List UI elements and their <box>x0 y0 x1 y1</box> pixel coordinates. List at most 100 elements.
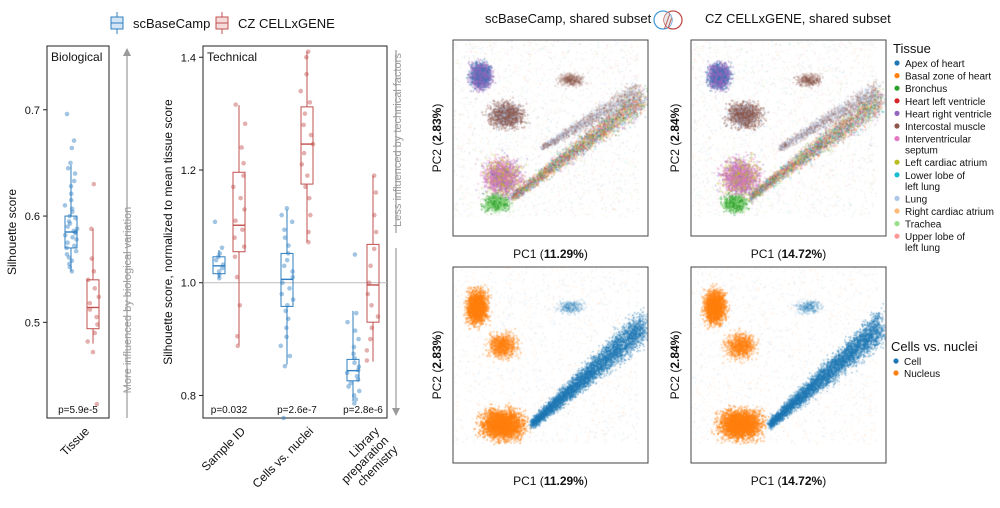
tissue-legend-marker <box>894 172 900 178</box>
venn-icon <box>653 10 683 30</box>
tissue-legend-label: Trachea <box>905 220 942 231</box>
cells-legend-marker <box>893 370 899 376</box>
pca-cellxgene-tissue-canvas <box>691 40 886 236</box>
technical-x-tick-label: Librarypreparationchemistry <box>329 424 400 495</box>
biological-scbasecamp-point <box>66 255 72 260</box>
technical-cellxgene-2-point <box>369 302 374 308</box>
technical-cellxgene-0-point <box>232 254 238 260</box>
tissue-legend-marker <box>894 208 900 214</box>
technical-scbasecamp-1-point <box>290 269 295 274</box>
technical-direction-label: Less influenced by technical factors <box>392 53 404 227</box>
biological-scbasecamp-point <box>66 219 72 224</box>
tissue-legend-label: Basal zone of heart <box>905 72 991 83</box>
technical-scbasecamp-1-point <box>289 219 295 225</box>
biological-scbasecamp-point <box>67 221 73 226</box>
technical-scbasecamp-2-point <box>356 336 361 342</box>
pca-cellxgene-tissue-plot <box>691 40 886 236</box>
biological-scbasecamp-point <box>73 229 78 235</box>
tissue-legend-marker <box>894 123 900 129</box>
technical-scbasecamp-0-point <box>216 269 222 274</box>
biological-scbasecamp-point <box>71 138 77 143</box>
biological-y-tick-label: 0.7 <box>25 105 40 117</box>
biological-scbasecamp-point <box>70 209 75 215</box>
pca-cellxgene-cells-y-axis-label: PC2 (2.84%) <box>668 331 682 400</box>
tissue-legend-marker <box>894 110 900 116</box>
biological-x-tick-tissue: Tissue <box>58 424 93 459</box>
biological-y-ticks: 0.5 0.6 0.7 <box>25 105 47 329</box>
pca-panels: PC1 (11.29%) PC2 (2.83%) PC1 (14.72%) PC2 (… <box>430 39 887 488</box>
tissue-legend-label: Apex of heart <box>905 59 965 70</box>
technical-cellxgene-0-point <box>241 160 246 166</box>
technical-cellxgene-2-point <box>369 325 375 331</box>
technical-cellxgene-2-point <box>364 358 370 363</box>
technical-scbasecamp-1-point <box>284 334 289 340</box>
series-legend: scBaseCamp CZ CELLxGENE <box>110 12 335 34</box>
biological-cellxgene-point <box>87 300 93 306</box>
biological-cellxgene-box <box>86 279 100 330</box>
technical-cellxgene-0-point <box>234 274 240 280</box>
technical-y-axis-label: Silhouette score, normalized to mean tis… <box>161 99 175 365</box>
pca-scbasecamp-cells-plot <box>453 267 648 463</box>
technical-cellxgene-2-box <box>366 243 380 323</box>
tissue-legend-marker <box>894 60 900 66</box>
technical-scbasecamp-1-point <box>287 286 292 291</box>
biological-cellxgene-point <box>94 314 99 320</box>
technical-cellxgene-1-point <box>304 71 309 77</box>
biological-cellxgene-point <box>94 401 100 407</box>
biological-scbasecamp-point <box>67 264 73 270</box>
biological-scbasecamp-point <box>62 232 68 238</box>
technical-cellxgene-1-point <box>299 162 305 167</box>
technical-cellxgene-1-point <box>302 111 308 116</box>
technical-cellxgene-0-point <box>239 145 244 150</box>
biological-cellxgene-point <box>87 307 93 312</box>
technical-pvalue: p=2.8e-6 <box>343 405 383 416</box>
tissue-legend-label: Heart right ventricle <box>905 109 992 120</box>
pca-scbasecamp-tissue-frame <box>452 39 649 237</box>
technical-y-tick-label: 0.8 <box>181 390 196 402</box>
technical-y-ticks: 0.8 1.0 1.2 1.4 <box>181 52 203 402</box>
technical-pvalue: p=0.032 <box>211 405 248 416</box>
technical-cellxgene-1-point <box>307 100 313 105</box>
tissue-legend-label: Upper lobe of left lung <box>905 232 965 254</box>
biological-scbasecamp-point <box>74 226 80 232</box>
technical-scbasecamp-1-point <box>282 363 288 369</box>
technical-cellxgene-1-point <box>308 132 314 138</box>
legend-cellxgene-label: CZ CELLxGENE <box>238 16 335 31</box>
technical-cellxgene-2-point <box>368 336 373 342</box>
technical-scbasecamp-2-point <box>353 310 359 316</box>
technical-cellxgene-0-point <box>230 184 236 190</box>
technical-cellxgene-2-point <box>371 173 377 178</box>
technical-scbasecamp-2-point <box>351 351 356 357</box>
technical-scbasecamp-1-point <box>280 280 285 286</box>
pca-title-scbasecamp: scBaseCamp, shared subset <box>485 11 652 26</box>
technical-plot-frame <box>202 45 388 419</box>
technical-scbasecamp-2-point <box>345 319 350 325</box>
biological-scbasecamp-point <box>68 197 74 203</box>
cells-legend-label: Cell <box>904 357 921 368</box>
technical-cellxgene-0-box <box>232 171 246 253</box>
technical-scbasecamp-1-point <box>286 243 291 248</box>
pca-scbasecamp-cells-canvas <box>453 267 648 463</box>
technical-scbasecamp-2-point <box>352 328 358 333</box>
biological-cellxgene-point <box>91 181 97 187</box>
biological-y-tick-label: 0.5 <box>25 317 40 329</box>
biological-scbasecamp-point <box>65 240 70 245</box>
technical-scbasecamp-0-point <box>216 272 222 278</box>
technical-cellxgene-1-point <box>305 173 310 178</box>
pca-cellxgene-cells-plot <box>691 267 886 463</box>
technical-cellxgene-0-point <box>233 102 238 107</box>
tissue-legend-label: Bronchus <box>905 84 947 95</box>
tissue-legend-label: Lower lobe of left lung <box>905 171 965 193</box>
technical-cellxgene-1-point <box>303 184 308 190</box>
biological-scbasecamp-point <box>71 178 77 184</box>
technical-scbasecamp-1-point <box>279 291 285 297</box>
biological-scbasecamp-point <box>72 243 77 249</box>
pca-cellxgene-cells-x-axis-label: PC1 (14.72%) <box>751 474 826 488</box>
pca-scbasecamp-cells-frame <box>452 266 649 464</box>
technical-cellxgene-0-point <box>235 343 241 349</box>
tissue-legend-label: Intercostal muscle <box>905 122 986 133</box>
pca-scbasecamp-tissue-x-axis-label: PC1 (11.29%) <box>513 247 588 261</box>
technical-y-tick-label: 1.2 <box>181 165 196 177</box>
technical-scbasecamp-0-point <box>216 275 222 281</box>
technical-cellxgene-0-point <box>241 173 246 178</box>
